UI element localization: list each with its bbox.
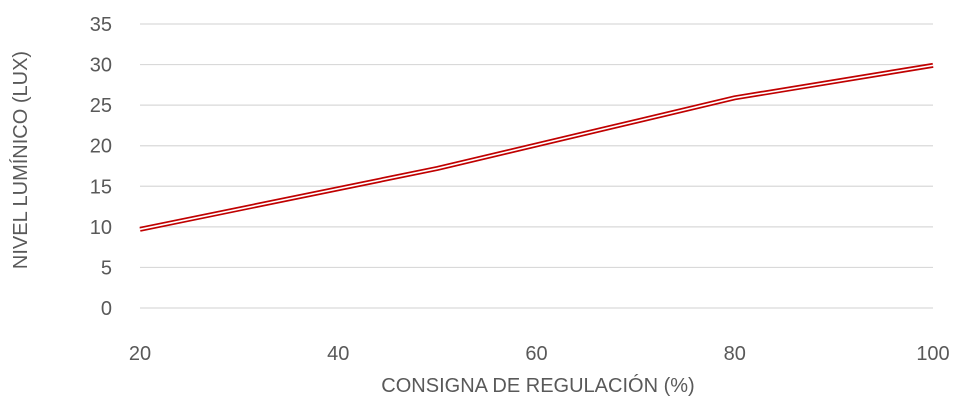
gridlines	[140, 24, 933, 308]
y-tick-label: 5	[101, 257, 112, 279]
x-tick-label: 100	[916, 343, 949, 365]
y-tick-label: 0	[101, 298, 112, 320]
x-axis-title: CONSIGNA DE REGULACIÓN (%)	[381, 374, 694, 397]
x-tick-label: 80	[724, 343, 746, 365]
x-tick-label: 20	[129, 343, 151, 365]
y-tick-label: 20	[90, 136, 112, 158]
y-axis-ticks: 0 5 10 15 20 25 30 35	[90, 14, 112, 320]
x-tick-label: 60	[525, 343, 547, 365]
y-axis-title: NIVEL LUMÍNICO (LUX)	[9, 51, 32, 269]
y-tick-label: 10	[90, 217, 112, 239]
y-tick-label: 15	[90, 176, 112, 198]
series-layer	[140, 65, 933, 229]
y-tick-label: 30	[90, 55, 112, 77]
x-axis-ticks: 20 40 60 80 100	[129, 343, 950, 365]
x-tick-label: 40	[327, 343, 349, 365]
y-tick-label: 35	[90, 14, 112, 36]
y-tick-label: 25	[90, 95, 112, 117]
